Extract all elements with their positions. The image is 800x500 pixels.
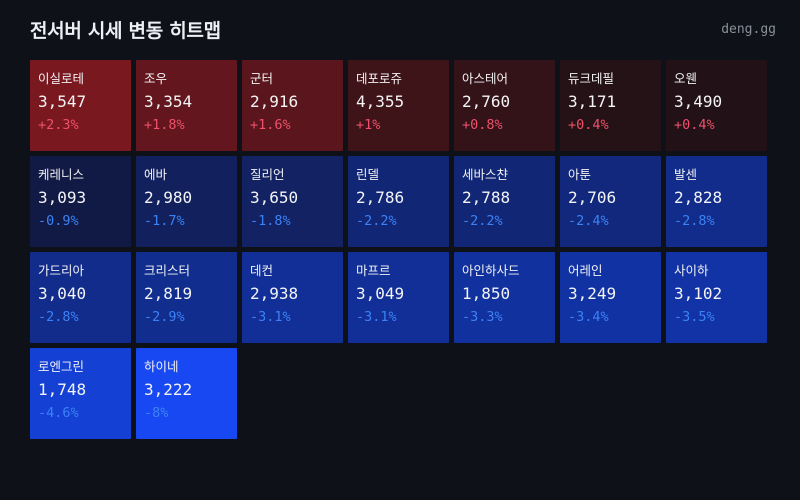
server-tile[interactable]: 조우 3,354 +1.8% [136, 60, 237, 151]
server-name: 이실로테 [38, 71, 85, 86]
server-tile[interactable]: 로엔그린 1,748 -4.6% [30, 348, 131, 439]
server-change: -3.1% [250, 309, 291, 325]
server-tile[interactable]: 어레인 3,249 -3.4% [560, 252, 661, 343]
server-name: 린델 [356, 167, 380, 182]
server-tile[interactable]: 가드리아 3,040 -2.8% [30, 252, 131, 343]
server-price: 1,748 [38, 380, 87, 399]
server-tile[interactable]: 질리언 3,650 -1.8% [242, 156, 343, 247]
server-tile[interactable]: 에바 2,980 -1.7% [136, 156, 237, 247]
server-price: 2,788 [462, 188, 511, 207]
server-price: 3,049 [356, 284, 405, 303]
server-price: 1,850 [462, 284, 511, 303]
server-change: +0.4% [674, 117, 715, 133]
server-name: 마프르 [356, 263, 391, 278]
server-price: 3,490 [674, 92, 723, 111]
server-name: 발센 [674, 167, 698, 182]
server-tile[interactable]: 오웬 3,490 +0.4% [666, 60, 767, 151]
server-tile[interactable]: 세바스챤 2,788 -2.2% [454, 156, 555, 247]
server-tile[interactable]: 군터 2,916 +1.6% [242, 60, 343, 151]
server-change: -1.7% [144, 213, 185, 229]
server-change: -1.8% [250, 213, 291, 229]
server-price: 3,354 [144, 92, 193, 111]
server-change: -8% [144, 405, 169, 421]
server-tile[interactable]: 크리스터 2,819 -2.9% [136, 252, 237, 343]
server-name: 데포로쥬 [356, 71, 403, 86]
server-name: 조우 [144, 71, 168, 86]
server-name: 아인하사드 [462, 263, 520, 278]
server-change: +1% [356, 117, 381, 133]
server-price: 3,650 [250, 188, 299, 207]
brand-label: deng.gg [721, 21, 776, 37]
server-price: 3,040 [38, 284, 87, 303]
server-tile[interactable]: 사이하 3,102 -3.5% [666, 252, 767, 343]
server-tile[interactable]: 데포로쥬 4,355 +1% [348, 60, 449, 151]
server-price: 2,819 [144, 284, 193, 303]
server-change: -2.8% [38, 309, 79, 325]
server-tile[interactable]: 린델 2,786 -2.2% [348, 156, 449, 247]
server-tile[interactable]: 케레니스 3,093 -0.9% [30, 156, 131, 247]
server-name: 어레인 [568, 263, 603, 278]
server-change: -2.8% [674, 213, 715, 229]
server-price: 2,980 [144, 188, 193, 207]
server-name: 케레니스 [38, 167, 85, 182]
server-price: 2,916 [250, 92, 299, 111]
server-change: -3.4% [568, 309, 609, 325]
server-price: 3,547 [38, 92, 87, 111]
server-name: 로엔그린 [38, 359, 85, 374]
server-tile[interactable]: 아툰 2,706 -2.4% [560, 156, 661, 247]
server-tile[interactable]: 데컨 2,938 -3.1% [242, 252, 343, 343]
server-price: 3,093 [38, 188, 87, 207]
server-name: 군터 [250, 71, 274, 86]
server-name: 하이네 [144, 359, 179, 374]
server-tile[interactable]: 발센 2,828 -2.8% [666, 156, 767, 247]
server-price: 2,786 [356, 188, 405, 207]
server-price: 3,222 [144, 380, 193, 399]
server-name: 사이하 [674, 263, 709, 278]
server-price: 2,760 [462, 92, 511, 111]
server-change: +1.8% [144, 117, 185, 133]
server-name: 크리스터 [144, 263, 191, 278]
server-change: -3.1% [356, 309, 397, 325]
server-change: +0.8% [462, 117, 503, 133]
server-price: 4,355 [356, 92, 405, 111]
page-title: 전서버 시세 변동 히트맵 [30, 19, 221, 42]
server-name: 가드리아 [38, 263, 85, 278]
server-change: -4.6% [38, 405, 79, 421]
server-price: 3,171 [568, 92, 617, 111]
server-price: 2,706 [568, 188, 617, 207]
server-change: -2.2% [356, 213, 397, 229]
server-change: +1.6% [250, 117, 291, 133]
server-tile[interactable]: 듀크데필 3,171 +0.4% [560, 60, 661, 151]
server-change: -2.2% [462, 213, 503, 229]
server-tile[interactable]: 이실로테 3,547 +2.3% [30, 60, 131, 151]
server-tile[interactable]: 아인하사드 1,850 -3.3% [454, 252, 555, 343]
server-name: 세바스챤 [462, 167, 509, 182]
server-change: +0.4% [568, 117, 609, 133]
heatmap-grid: 이실로테 3,547 +2.3% 조우 3,354 +1.8% 군터 2,916… [30, 60, 767, 439]
server-name: 듀크데필 [568, 71, 615, 86]
server-price: 3,249 [568, 284, 617, 303]
server-change: -3.3% [462, 309, 503, 325]
server-tile[interactable]: 아스테어 2,760 +0.8% [454, 60, 555, 151]
server-name: 아툰 [568, 167, 592, 182]
server-change: +2.3% [38, 117, 79, 133]
server-change: -2.9% [144, 309, 185, 325]
server-price: 3,102 [674, 284, 723, 303]
server-price: 2,828 [674, 188, 723, 207]
server-name: 오웬 [674, 71, 698, 86]
server-name: 데컨 [250, 263, 274, 278]
header: 전서버 시세 변동 히트맵 deng.gg [30, 14, 776, 44]
server-tile[interactable]: 하이네 3,222 -8% [136, 348, 237, 439]
server-change: -2.4% [568, 213, 609, 229]
server-name: 아스테어 [462, 71, 509, 86]
server-name: 에바 [144, 167, 168, 182]
server-tile[interactable]: 마프르 3,049 -3.1% [348, 252, 449, 343]
server-price: 2,938 [250, 284, 299, 303]
server-name: 질리언 [250, 167, 285, 182]
server-change: -0.9% [38, 213, 79, 229]
server-change: -3.5% [674, 309, 715, 325]
